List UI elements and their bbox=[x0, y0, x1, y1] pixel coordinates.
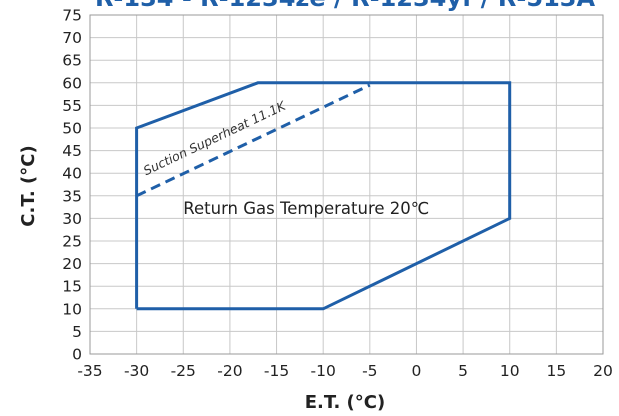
y-tick-label: 30 bbox=[62, 210, 82, 228]
x-tick-label: -30 bbox=[124, 362, 149, 380]
annotation-superheat: Suction Superheat 11.1K bbox=[141, 97, 289, 178]
y-tick-label: 50 bbox=[62, 120, 82, 138]
y-axis-ticks: 0 5 10 15 20 25 30 35 40 45 50 55 60 65 70 75 bbox=[62, 7, 82, 364]
y-tick-label: 20 bbox=[62, 255, 82, 273]
x-tick-label: -5 bbox=[362, 362, 377, 380]
grid bbox=[89, 14, 604, 355]
x-tick-label: 10 bbox=[500, 362, 520, 380]
annotations: Return Gas Temperature 20℃ Suction Superh… bbox=[141, 97, 430, 218]
y-tick-label: 65 bbox=[62, 52, 82, 70]
chart-title-group: R-134 - R-1234ze / R-1234yf / R-513A bbox=[95, 0, 596, 12]
y-tick-label: 70 bbox=[62, 29, 82, 47]
y-tick-label: 40 bbox=[62, 165, 82, 183]
y-tick-label: 0 bbox=[72, 346, 82, 364]
y-tick-label: 55 bbox=[62, 97, 82, 115]
y-tick-label: 10 bbox=[62, 300, 82, 318]
annotation-return-gas: Return Gas Temperature 20℃ bbox=[183, 199, 429, 218]
x-tick-label: -15 bbox=[264, 362, 289, 380]
superheat-dashed-line bbox=[135, 83, 371, 198]
x-tick-label: 5 bbox=[458, 362, 468, 380]
x-tick-label: -25 bbox=[171, 362, 196, 380]
x-tick-label: 15 bbox=[546, 362, 566, 380]
y-tick-label: 15 bbox=[62, 278, 82, 296]
envelope-boundary-line bbox=[135, 81, 512, 311]
x-tick-label: -20 bbox=[217, 362, 242, 380]
y-tick-label: 35 bbox=[62, 187, 82, 205]
y-tick-label: 5 bbox=[72, 323, 82, 341]
plot-frame-rect bbox=[89, 14, 604, 355]
series-group bbox=[135, 81, 512, 311]
x-tick-label: 20 bbox=[593, 362, 613, 380]
x-tick-label: 0 bbox=[412, 362, 422, 380]
x-axis-ticks: -35 -30 -25 -20 -15 -10 -5 0 5 10 15 20 bbox=[77, 362, 613, 380]
y-tick-label: 45 bbox=[62, 142, 82, 160]
chart-title: R-134 - R-1234ze / R-1234yf / R-513A bbox=[95, 0, 596, 12]
x-tick-label: -35 bbox=[77, 362, 102, 380]
y-tick-label: 75 bbox=[62, 7, 82, 25]
plot-frame bbox=[89, 14, 604, 355]
x-axis-title: E.T. (°C) bbox=[305, 392, 385, 413]
x-tick-label: -10 bbox=[311, 362, 336, 380]
y-tick-label: 60 bbox=[62, 74, 82, 92]
y-axis-title: C.T. (°C) bbox=[18, 145, 39, 226]
y-tick-label: 25 bbox=[62, 233, 82, 251]
